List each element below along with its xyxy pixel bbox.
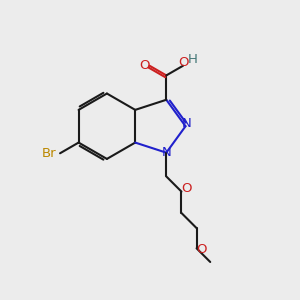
Text: O: O bbox=[139, 58, 149, 72]
Text: O: O bbox=[182, 182, 192, 194]
Text: Br: Br bbox=[42, 147, 56, 161]
Text: H: H bbox=[188, 53, 197, 66]
Text: N: N bbox=[161, 146, 171, 159]
Text: O: O bbox=[178, 56, 188, 69]
Text: O: O bbox=[197, 243, 207, 256]
Text: N: N bbox=[182, 117, 192, 130]
